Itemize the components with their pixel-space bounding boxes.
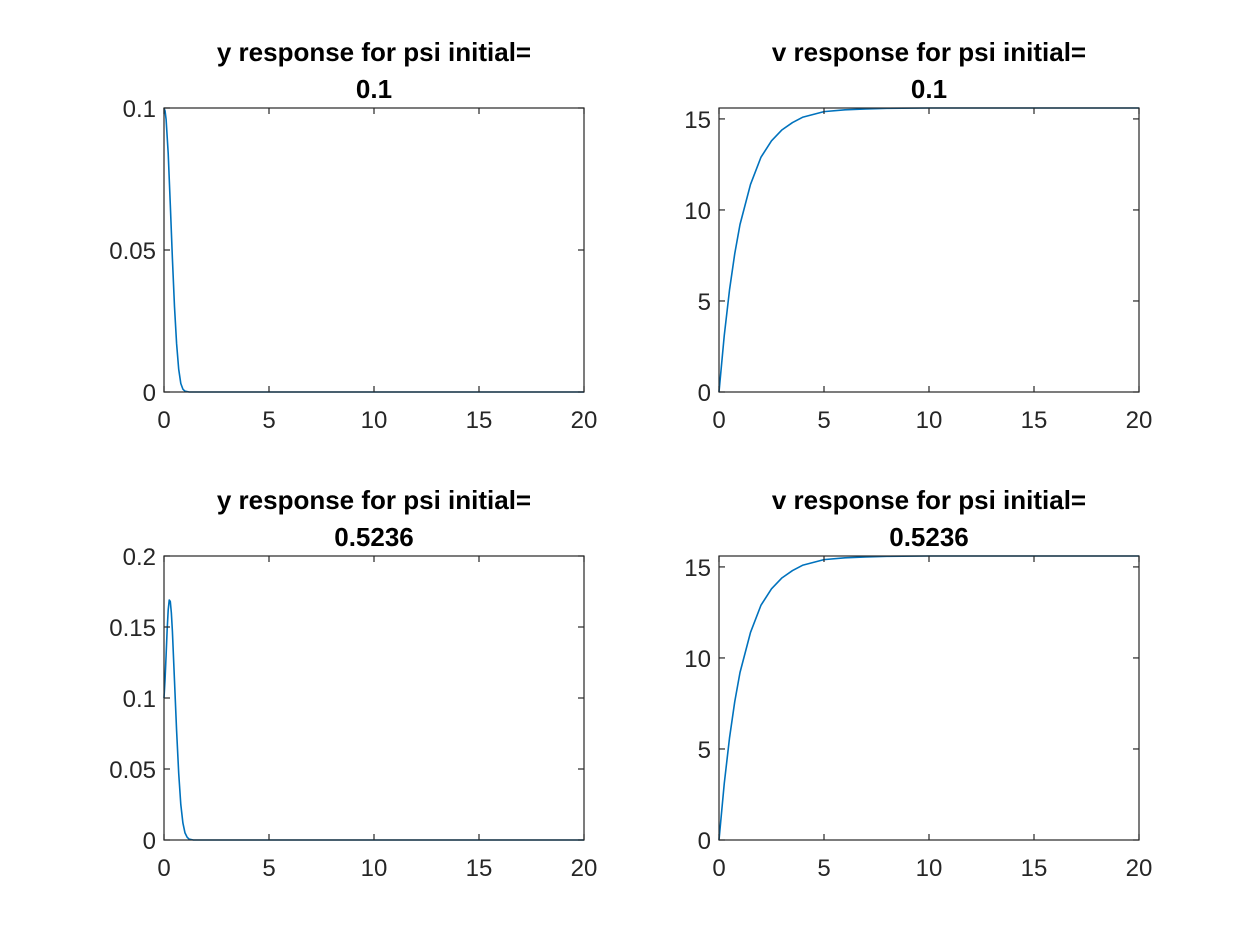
y-tick-label: 10 xyxy=(684,646,711,673)
x-tick-label: 15 xyxy=(466,407,493,434)
chart-title-line: 0.5236 xyxy=(889,522,969,552)
x-tick-label: 20 xyxy=(1126,407,1153,434)
x-tick-label: 20 xyxy=(571,855,598,882)
x-tick-label: 0 xyxy=(712,855,725,882)
x-tick-label: 15 xyxy=(1021,855,1048,882)
x-tick-label: 0 xyxy=(712,407,725,434)
chart-title-line: 0.1 xyxy=(911,74,947,104)
chart-panel-4: v response for psi initial= 0.5236 0 5 10 15 2… xyxy=(684,485,1152,882)
chart-panel-1: y response for psi initial= 0.1 0 5 10 15 20 0 0… xyxy=(109,37,597,434)
series-line xyxy=(718,555,1139,841)
y-tick-label: 5 xyxy=(698,289,711,316)
y-tick-label: 0.05 xyxy=(109,757,156,784)
y-tick-label: 0 xyxy=(698,828,711,855)
y-tick-label: 0 xyxy=(143,828,156,855)
x-tick-label: 10 xyxy=(361,407,388,434)
chart-title-line: 0.1 xyxy=(356,74,392,104)
y-tick-label: 0 xyxy=(698,380,711,407)
chart-title-line: 0.5236 xyxy=(334,522,414,552)
y-tick-label: 0.05 xyxy=(109,238,156,265)
x-tick-label: 5 xyxy=(262,855,275,882)
y-tick-label: 15 xyxy=(684,555,711,582)
chart-panel-3: y response for psi initial= 0.5236 0 5 10 15 2… xyxy=(109,485,597,882)
axes-frame xyxy=(163,107,585,393)
y-tick-label: 5 xyxy=(698,737,711,764)
x-tick-label: 15 xyxy=(466,855,493,882)
chart-title-line: y response for psi initial= xyxy=(217,37,531,67)
x-tick-label: 15 xyxy=(1021,407,1048,434)
chart-title-line: y response for psi initial= xyxy=(217,485,531,515)
y-tick-label: 0.1 xyxy=(123,686,156,713)
chart-panel-2: v response for psi initial= 0.1 0 5 10 15 20 0 5… xyxy=(684,37,1152,434)
axes-frame xyxy=(163,555,585,841)
chart-title-line: v response for psi initial= xyxy=(772,37,1086,67)
x-tick-label: 10 xyxy=(916,855,943,882)
y-tick-label: 0 xyxy=(143,380,156,407)
y-tick-label: 0.1 xyxy=(123,96,156,123)
x-tick-label: 10 xyxy=(916,407,943,434)
x-tick-label: 5 xyxy=(817,407,830,434)
x-tick-label: 10 xyxy=(361,855,388,882)
axes-frame xyxy=(718,107,1140,393)
x-tick-label: 20 xyxy=(571,407,598,434)
y-tick-label: 15 xyxy=(684,107,711,134)
x-tick-label: 0 xyxy=(157,407,170,434)
y-tick-label: 0.15 xyxy=(109,615,156,642)
x-tick-label: 5 xyxy=(262,407,275,434)
series-line xyxy=(718,107,1139,393)
x-tick-label: 0 xyxy=(157,855,170,882)
y-tick-label: 0.2 xyxy=(123,544,156,571)
x-tick-label: 20 xyxy=(1126,855,1153,882)
x-tick-label: 5 xyxy=(817,855,830,882)
y-tick-label: 10 xyxy=(684,198,711,225)
series-line xyxy=(163,107,584,393)
series-line xyxy=(163,599,584,841)
axes-frame xyxy=(718,555,1140,841)
chart-title-line: v response for psi initial= xyxy=(772,485,1086,515)
